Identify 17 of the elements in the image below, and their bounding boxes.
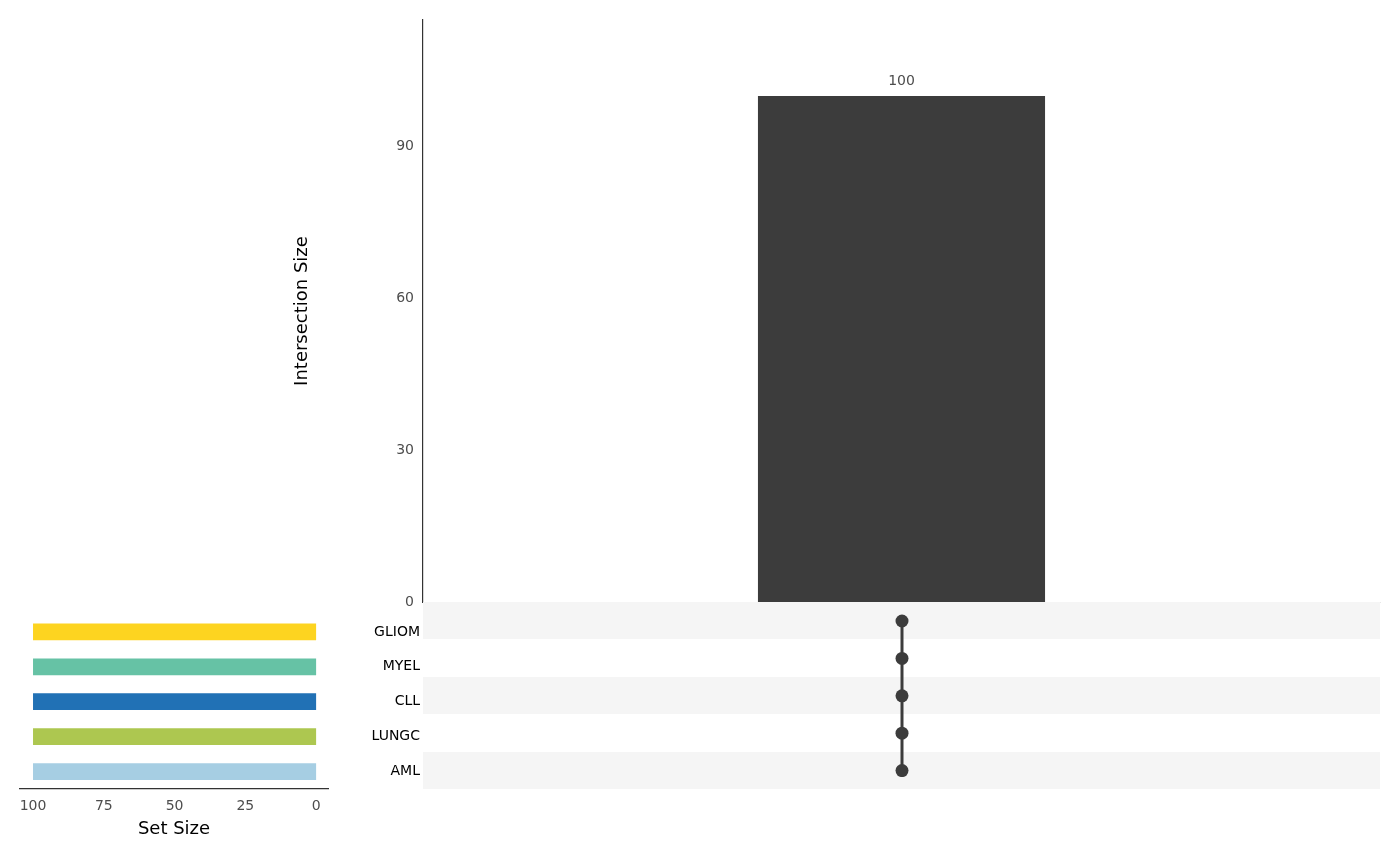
y-tick-label: GLIOM — [374, 622, 420, 639]
y-tick-label: 30 — [396, 440, 414, 457]
x-tick-label: 0 — [311, 797, 321, 814]
x-tick-label: 50 — [165, 797, 184, 814]
x-axis-title: Set Size — [137, 816, 211, 838]
y-tick-label: 90 — [396, 137, 414, 154]
y-tick-label: 60 — [396, 288, 414, 305]
x-tick-label: 75 — [94, 797, 113, 814]
y-axis-title: Intersection Size — [290, 236, 312, 386]
y-tick-label: LUNGC — [371, 727, 421, 744]
y-tick-label: AML — [390, 762, 421, 779]
y-tick-label: 0 — [405, 592, 414, 609]
y-tick-label: MYEL — [382, 657, 421, 674]
x-tick-label: 25 — [236, 797, 255, 814]
data-label: 100 — [888, 71, 915, 88]
y-tick-label: CLL — [394, 692, 421, 709]
x-tick-label: 100 — [19, 797, 47, 814]
